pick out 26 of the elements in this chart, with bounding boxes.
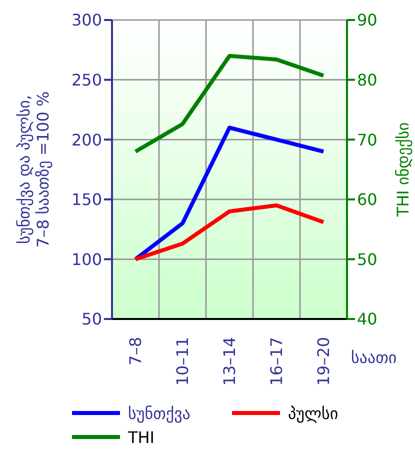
legend-label: THI (128, 428, 155, 446)
x-tick-label: 16–17 (267, 337, 286, 386)
y2-tick-label: 80 (357, 70, 378, 90)
y2-tick-label: 40 (357, 310, 378, 329)
x-tick-label: 19–20 (314, 337, 333, 386)
y-tick-label: 150 (71, 190, 102, 210)
line-series (134, 54, 326, 154)
x-tick-label: 10–11 (173, 337, 192, 386)
y-tick-label: 300 (71, 10, 102, 30)
y-tick-label: 250 (71, 70, 102, 90)
y-tick-label: 100 (71, 250, 102, 269)
y2-tick-label: 50 (357, 250, 378, 269)
y2-tick-label: 60 (357, 190, 378, 210)
y2-axis-title: THI ინდექსი (394, 122, 412, 218)
y2-tick-label: 70 (357, 130, 378, 150)
line-series (134, 126, 326, 262)
x-tick-label: 13–14 (220, 337, 239, 386)
y-tick-label: 50 (82, 310, 102, 329)
legend-label: პულსი (288, 404, 338, 422)
y2-tick-label: 90 (357, 10, 378, 30)
x-tick-label: 7–8 (126, 337, 145, 366)
line-series (134, 203, 326, 262)
legend-label: სუნთქვა (128, 404, 190, 422)
y-axis-title: სუნთქვა და პულსი, 7–8 საათზე =100 % (14, 91, 52, 248)
x-axis-title: საათი (351, 348, 397, 367)
y-tick-label: 200 (71, 130, 102, 150)
